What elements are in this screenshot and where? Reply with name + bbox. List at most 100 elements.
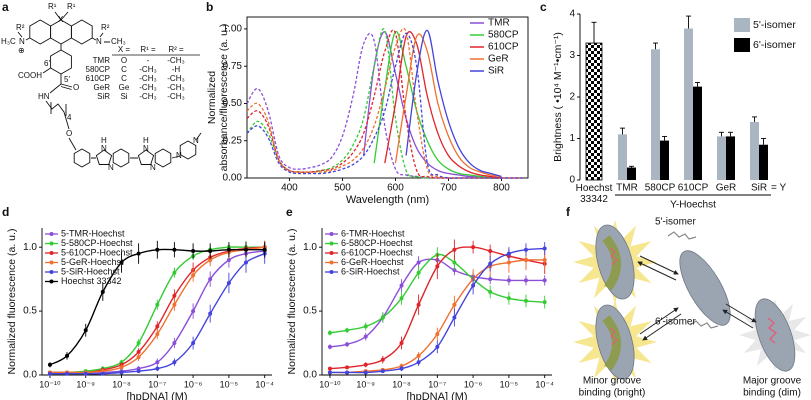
- point: [488, 289, 493, 294]
- point: [65, 353, 70, 358]
- legend-label: TMR: [488, 18, 510, 29]
- point: [488, 261, 493, 266]
- table-header: X =: [118, 45, 131, 54]
- reference-bar: [585, 42, 603, 181]
- fluorescence-line: [394, 33, 502, 178]
- point: [471, 283, 476, 288]
- x-tick-label: 10⁻⁵: [500, 379, 519, 389]
- point: [327, 330, 332, 335]
- chart: 0.0 0.5 1.0 10⁻¹⁰ 10⁻⁹ 10⁻⁸ 10⁻⁷ 10⁻⁶ 10⁻⁵ 10⁻⁴ [h…: [286, 228, 554, 400]
- y-tick-label: 0: [569, 175, 575, 186]
- x-tick-label: Hoechst 33342: [576, 183, 613, 205]
- x-tick-label: 10⁻⁴: [535, 379, 554, 389]
- bonds: [17, 11, 202, 159]
- point: [345, 328, 350, 333]
- point: [172, 270, 177, 275]
- bar: [627, 167, 636, 180]
- dye-fluorophore: [609, 327, 618, 346]
- group-label: Y-Hoechst: [670, 200, 716, 211]
- ring: [112, 148, 130, 168]
- point: [399, 341, 404, 346]
- y-tick-label: 0.5: [303, 306, 317, 317]
- point: [155, 360, 160, 365]
- ring: [137, 149, 155, 165]
- fluorescence-line: [405, 29, 502, 178]
- legend-marker: [329, 251, 334, 255]
- y-tick-label: 0.0: [23, 370, 37, 381]
- x-tick-label: 10⁻¹⁰: [39, 379, 61, 389]
- point: [542, 257, 547, 262]
- point: [523, 257, 528, 262]
- point: [380, 357, 385, 362]
- point: [363, 324, 368, 329]
- table-cell: O: [121, 56, 127, 65]
- y-axis-label: Normalized: [206, 71, 218, 124]
- point: [542, 300, 547, 305]
- isomer-label: 5'-isomer: [655, 217, 696, 228]
- point: [136, 349, 141, 354]
- table-row-name: TMR: [93, 56, 111, 65]
- plot-frame: [246, 16, 529, 179]
- x-tick-label: GeR: [716, 183, 737, 194]
- atom-label: R¹: [48, 2, 57, 11]
- table-cell: -CH₃: [139, 74, 156, 83]
- x-tick-label: 10⁻¹⁰: [319, 379, 341, 389]
- x-tick-label: 10⁻⁹: [356, 379, 375, 389]
- y-tick-label: 1.0: [23, 242, 37, 253]
- y-axis-label: Brightness ( •10⁴ M⁻¹•cm⁻¹): [552, 32, 564, 162]
- point: [83, 328, 88, 333]
- ring: [154, 148, 172, 168]
- x-tick-label: SiR: [751, 183, 767, 194]
- category-suffix: = Y: [771, 183, 786, 194]
- point: [83, 371, 88, 376]
- point: [363, 362, 368, 367]
- legend-marker: [49, 232, 54, 236]
- point: [452, 247, 457, 252]
- point: [435, 332, 440, 337]
- point: [47, 362, 52, 367]
- legend-label: 6-TMR-Hoechst: [341, 228, 405, 238]
- legend-label: 610CP: [488, 42, 519, 53]
- bar: [717, 136, 726, 180]
- isomer-label: 6'-isomer: [655, 317, 696, 328]
- point: [191, 309, 196, 314]
- point: [119, 260, 124, 265]
- point: [416, 260, 421, 265]
- legend-label: 580CP: [488, 30, 519, 41]
- point: [119, 365, 124, 370]
- x-tick-label: 10⁻⁶: [464, 379, 483, 389]
- y-tick-label: 0.25: [223, 135, 243, 146]
- point: [136, 369, 141, 374]
- point: [471, 245, 476, 250]
- bar: [660, 140, 669, 180]
- x-tick-label: 700: [440, 183, 457, 194]
- point: [345, 370, 350, 375]
- arrow: [725, 303, 757, 323]
- point: [523, 278, 528, 283]
- atom-label: N: [150, 163, 156, 172]
- table-row-name: GeR: [94, 83, 111, 92]
- x-tick-label: 400: [281, 183, 298, 194]
- dye-fluorophore: [609, 247, 618, 266]
- legend-label: GeR: [488, 54, 509, 65]
- x-tick-label: 800: [493, 183, 510, 194]
- y-tick-label: 0.75: [223, 61, 243, 72]
- table-cell: -CH₃: [139, 65, 156, 74]
- legend-label: 5-SiR-Hoechst: [61, 266, 120, 276]
- table-row-name: 580CP: [86, 65, 110, 74]
- y-tick-label: 4: [569, 9, 575, 20]
- point: [65, 371, 70, 376]
- atom-label: N: [193, 136, 199, 145]
- table-cell: -CH₃: [167, 56, 184, 65]
- atom-label: N: [19, 37, 25, 46]
- point: [208, 311, 213, 316]
- legend-label: 6'-isomer: [753, 39, 796, 51]
- ring: [29, 19, 52, 45]
- legend-label: 6-610CP-Hoechst: [341, 247, 413, 257]
- x-tick-label: 10⁻⁸: [112, 379, 131, 389]
- point: [226, 280, 231, 285]
- legend-label: 5-TMR-Hoechst: [61, 228, 125, 238]
- legend-marker: [49, 279, 54, 284]
- y-tick-label: 0.0: [303, 370, 317, 381]
- point: [327, 344, 332, 349]
